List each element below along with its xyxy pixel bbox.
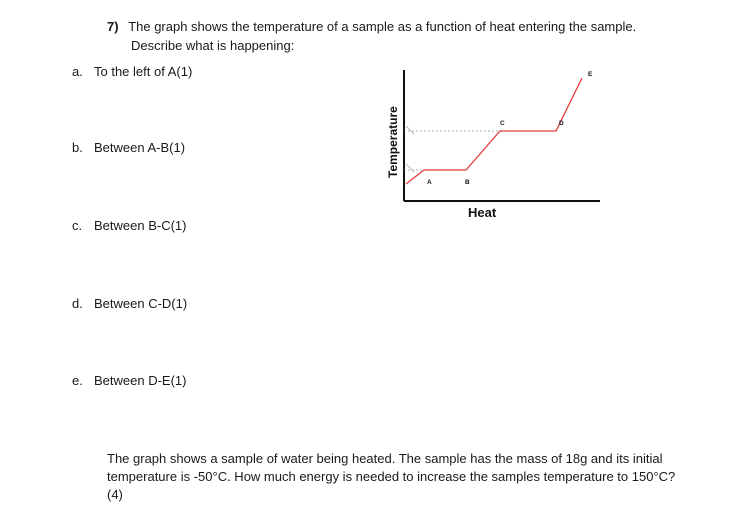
question-line-1: The graph shows the temperature of a sam… [128, 19, 637, 34]
part-letter: d. [72, 296, 83, 311]
y-axis-label: Temperature [386, 106, 400, 178]
point-label-a: A [427, 179, 432, 186]
part-text: Between B-C(1) [94, 218, 187, 233]
grey-mark-lower [405, 163, 415, 173]
question-line-2: Describe what is happening: [131, 38, 295, 53]
part-text: To the left of A(1) [94, 64, 193, 79]
heating-curve-line [405, 77, 583, 185]
question-number: 7) [107, 19, 119, 34]
grey-mark-upper [405, 125, 415, 135]
part-a: a. To the left of A(1) [72, 64, 192, 79]
x-axis-label: Heat [468, 205, 497, 220]
part-e: e. Between D-E(1) [72, 373, 186, 388]
point-label-e: E [588, 71, 593, 78]
part-b: b. Between A-B(1) [72, 140, 185, 155]
part-text: Between D-E(1) [94, 373, 187, 388]
part-d: d. Between C-D(1) [72, 296, 187, 311]
point-label-d: D [559, 120, 564, 127]
final-question: The graph shows a sample of water being … [107, 451, 676, 502]
heating-curve-graph: A B C D E Temperature Heat [386, 70, 600, 220]
point-label-c: C [500, 120, 505, 127]
part-letter: a. [72, 64, 83, 79]
part-letter: e. [72, 373, 83, 388]
question-header: 7) The graph shows the temperature of a … [107, 17, 636, 36]
part-text: Between A-B(1) [94, 140, 186, 155]
part-letter: b. [72, 140, 83, 155]
part-letter: c. [72, 218, 83, 233]
part-text: Between C-D(1) [94, 296, 188, 311]
point-label-b: B [465, 179, 470, 186]
part-c: c. Between B-C(1) [72, 218, 186, 233]
